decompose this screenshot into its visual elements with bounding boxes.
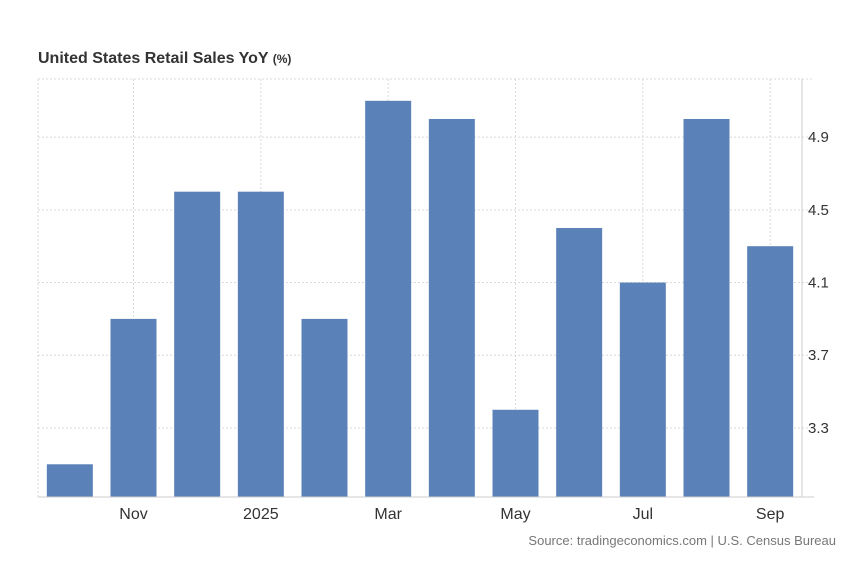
bar	[683, 118, 730, 497]
chart-title: United States Retail Sales YoY (%)	[38, 50, 291, 68]
y-tick-label: 4.5	[808, 202, 829, 219]
bar	[365, 100, 412, 498]
y-tick-label: 4.1	[808, 275, 829, 292]
x-tick-label: 2025	[243, 506, 279, 523]
chart-title-text: United States Retail Sales YoY	[38, 50, 269, 67]
bar	[556, 228, 603, 497]
bar	[174, 191, 221, 497]
x-tick-label: Jul	[633, 506, 653, 523]
chart-title-unit: (%)	[272, 52, 292, 66]
bar	[492, 409, 539, 497]
bar	[747, 246, 794, 497]
bar	[46, 464, 93, 497]
x-tick-label: Nov	[119, 506, 147, 523]
x-tick-label: May	[500, 506, 530, 523]
y-tick-label: 3.7	[808, 347, 829, 364]
bar	[301, 318, 348, 497]
bar	[619, 282, 666, 497]
y-tick-label: 4.9	[808, 129, 829, 146]
x-tick-label: Sep	[756, 506, 785, 523]
y-tick-label: 3.3	[808, 420, 829, 437]
bar	[237, 191, 284, 497]
source-credit: Source: tradingeconomics.com | U.S. Cens…	[528, 533, 836, 548]
x-tick-label: Mar	[374, 506, 402, 523]
bar	[110, 318, 157, 497]
bar	[428, 118, 475, 497]
